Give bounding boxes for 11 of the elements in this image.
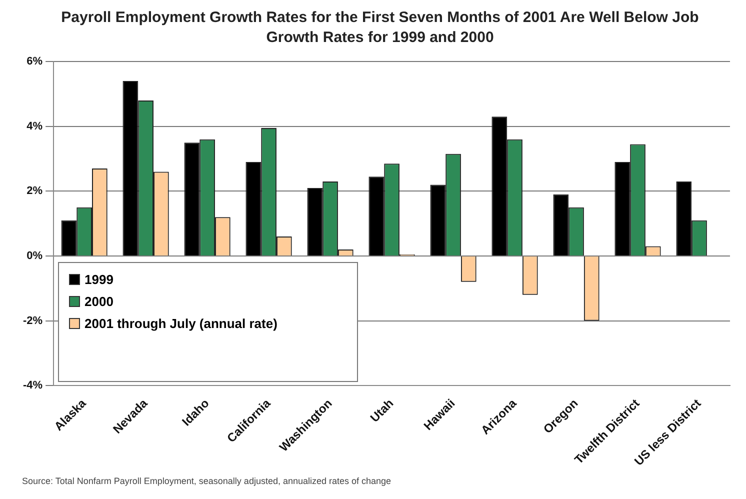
y-tick-label: -4%: [23, 380, 43, 392]
legend-label: 2000: [84, 294, 114, 310]
legend-label: 2001 through July (annual rate): [84, 316, 278, 332]
y-tick-label: 4%: [26, 120, 43, 132]
y-tick-label: 6%: [26, 56, 43, 68]
source-note: Source: Total Nonfarm Payroll Employment, seasonally adjusted, annualized rates of change: [22, 476, 392, 486]
y-tick-label: 0%: [26, 250, 43, 262]
chart-title: Payroll Employment Growth Rates for the First Seven Months of 2001 Are Well Below Job Growth Rates for 1999 and 2000: [60, 8, 700, 48]
y-tick-label: 2%: [26, 185, 43, 198]
legend-label: 1999: [84, 272, 114, 288]
y-tick-label: -2%: [23, 314, 43, 327]
